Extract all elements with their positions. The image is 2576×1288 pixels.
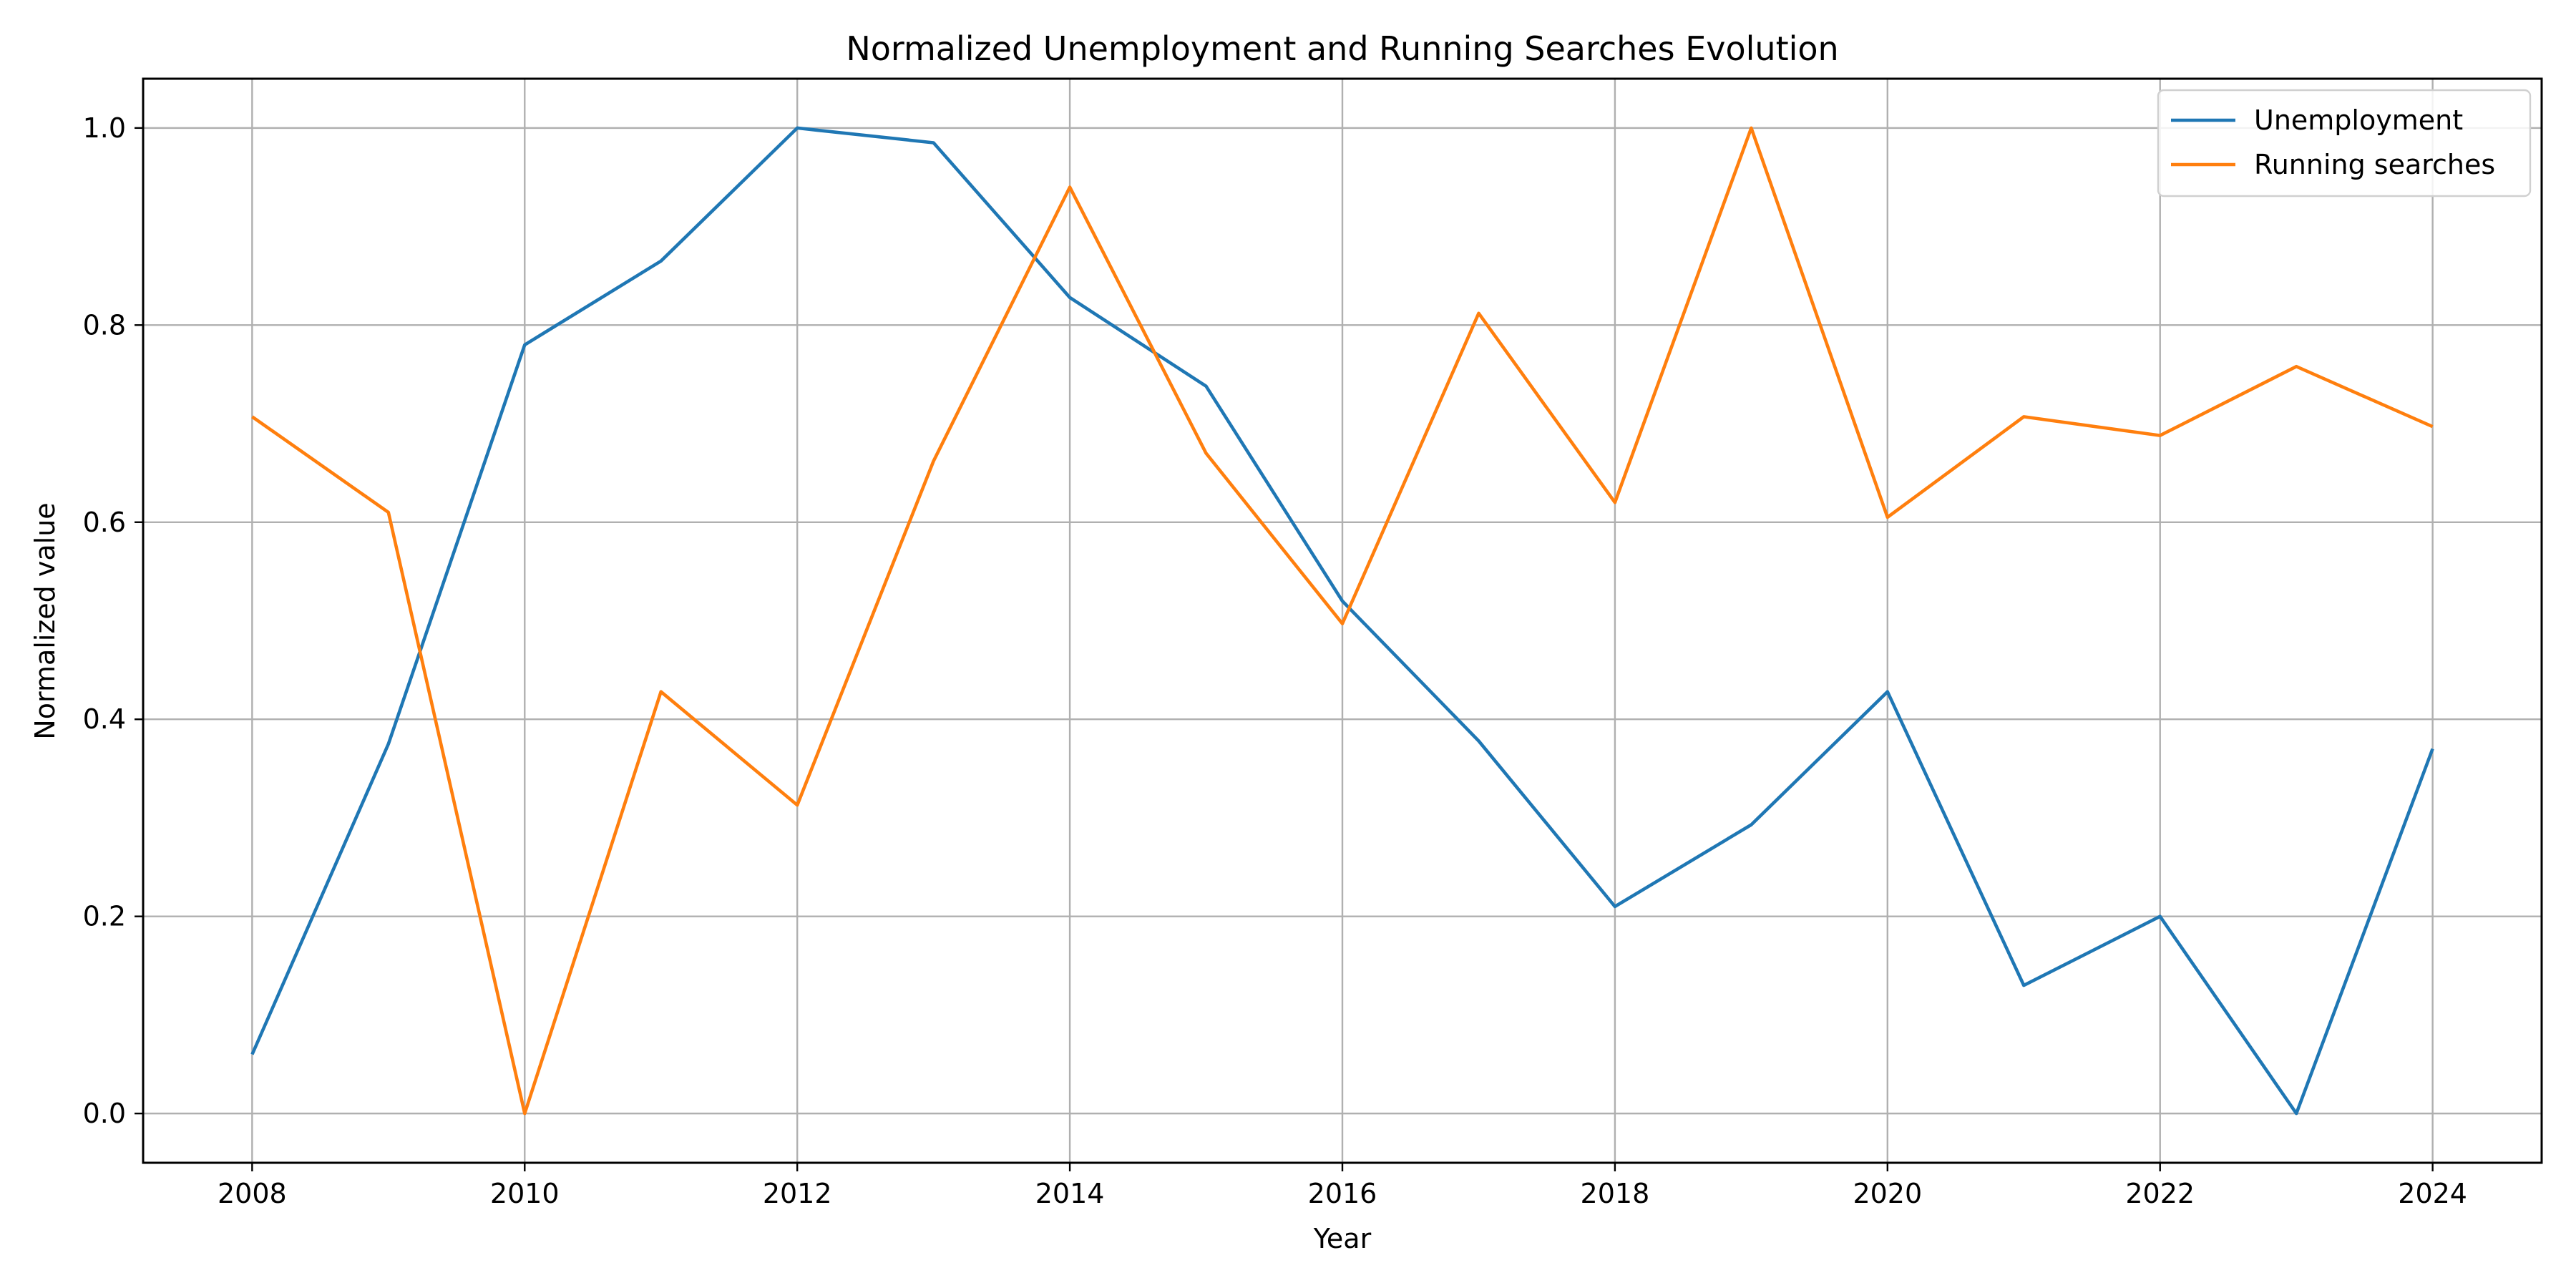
y-tick-label: 0.8 (83, 309, 126, 341)
x-axis-label: Year (1313, 1223, 1372, 1254)
y-tick-label: 0.4 (83, 703, 126, 735)
x-tick-label: 2010 (490, 1178, 560, 1209)
x-tick-label: 2014 (1035, 1178, 1105, 1209)
series-line-running-searches (251, 126, 2434, 1116)
y-tick-label: 0.0 (83, 1098, 126, 1129)
legend-box (2157, 89, 2532, 197)
chart-title: Normalized Unemployment and Running Sear… (846, 29, 1838, 68)
y-tick-label: 1.0 (83, 112, 126, 144)
x-tick-label: 2008 (218, 1178, 287, 1209)
series-layer (250, 126, 2434, 1116)
x-tick-label: 2018 (1581, 1178, 1650, 1209)
y-axis-label: Normalized value (29, 502, 61, 739)
legend-label: Unemployment (2254, 104, 2463, 136)
grid-layer (143, 79, 2542, 1163)
y-tick-label: 0.6 (83, 507, 126, 538)
x-tick-label: 2016 (1308, 1178, 1377, 1209)
y-tick-label: 0.2 (83, 901, 126, 932)
series-line-unemployment (250, 126, 2434, 1116)
legend-label: Running searches (2254, 149, 2495, 180)
x-tick-label: 2022 (2125, 1178, 2195, 1209)
x-tick-label: 2012 (763, 1178, 832, 1209)
x-tick-label: 2024 (2398, 1178, 2467, 1209)
tick-layer: 2008 2010 2012 2014 2016 2018 2020 2022 2024 0.0 0… (83, 112, 2467, 1209)
legend: Unemployment Running searches (2157, 89, 2532, 197)
x-tick-label: 2020 (1853, 1178, 1922, 1209)
